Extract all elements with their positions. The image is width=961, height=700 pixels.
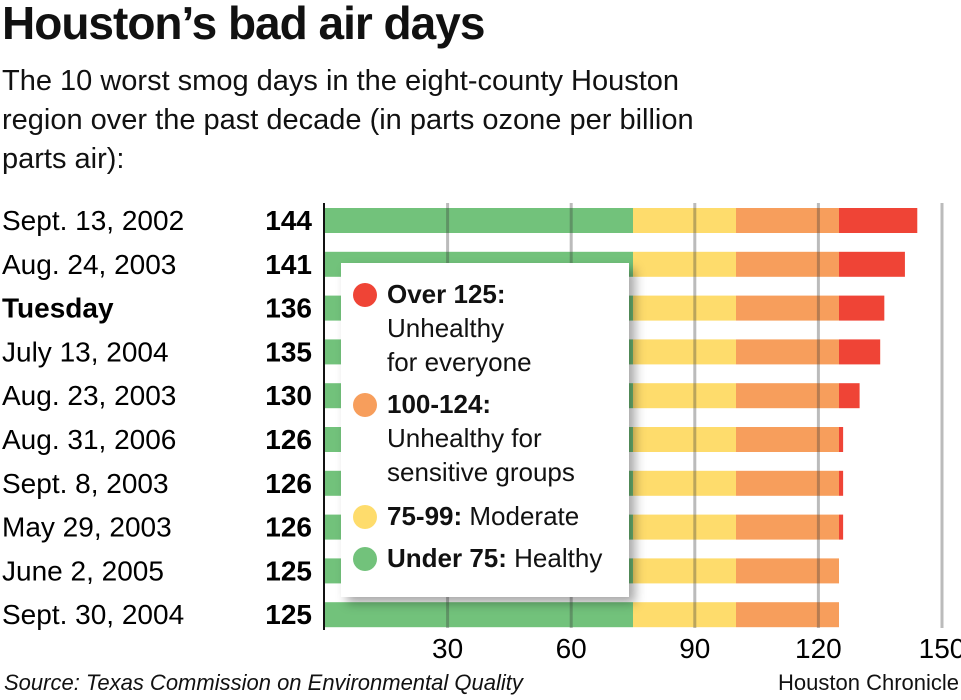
category-label: Sept. 8, 2003 [2, 468, 169, 499]
value-label: 136 [265, 293, 312, 324]
bar-segment [324, 602, 633, 628]
value-label: 126 [265, 512, 312, 543]
category-label: Aug. 24, 2003 [2, 249, 176, 280]
category-label: Aug. 31, 2006 [2, 424, 176, 455]
bar-segment [736, 295, 839, 321]
legend: Over 125: Unhealthy for everyone 100-124… [341, 263, 629, 597]
legend-item-75-99: 75-99: Moderate [353, 499, 579, 533]
bar-segment [633, 427, 736, 452]
bar-segment [736, 383, 839, 409]
category-label: June 2, 2005 [2, 555, 164, 586]
red-dot-icon [353, 283, 377, 307]
legend-item-over-125: Over 125: Unhealthy for everyone [353, 277, 532, 379]
bar-segment [839, 208, 918, 233]
bar-segment [633, 295, 736, 321]
bar-segment [839, 339, 881, 365]
bar-segment [736, 558, 839, 584]
bar-segment [633, 383, 736, 409]
x-tick-label: 120 [795, 633, 842, 664]
legend-text: for everyone [387, 347, 532, 377]
bar-segment [839, 514, 844, 540]
bar-segment [736, 514, 839, 540]
bar-segment [839, 251, 905, 277]
value-label: 125 [265, 599, 312, 630]
legend-label: 100-124: [387, 389, 492, 419]
legend-text: Healthy [514, 543, 603, 573]
bar-segment [324, 208, 633, 233]
legend-item-100-124: 100-124: Unhealthy for sensitive groups [353, 387, 575, 489]
value-label: 141 [265, 249, 312, 280]
value-label: 126 [265, 468, 312, 499]
value-label: 144 [265, 205, 312, 236]
legend-text: sensitive groups [387, 457, 575, 487]
value-label: 125 [265, 555, 312, 586]
x-tick-label: 30 [432, 633, 463, 664]
category-label: May 29, 2003 [2, 512, 172, 543]
x-tick-label: 60 [556, 633, 587, 664]
bar-segment [633, 470, 736, 496]
bar-segment [839, 383, 860, 409]
orange-dot-icon [353, 393, 377, 417]
source-note: Source: Texas Commission on Environmenta… [4, 670, 523, 695]
category-label: Sept. 13, 2002 [2, 205, 184, 236]
legend-label: Over 125: [387, 279, 506, 309]
category-label: Sept. 30, 2004 [2, 599, 184, 630]
bar-segment [633, 558, 736, 584]
green-dot-icon [353, 547, 377, 571]
bar-segment [736, 208, 839, 233]
bar-segment [736, 427, 839, 452]
bar-segment [736, 339, 839, 365]
yellow-dot-icon [353, 505, 377, 529]
value-label: 126 [265, 424, 312, 455]
legend-item-under-75: Under 75: Healthy [353, 541, 602, 575]
credit: Houston Chronicle [778, 670, 959, 695]
bar-segment [633, 514, 736, 540]
bar-segment [633, 208, 736, 233]
chart-subtitle: The 10 worst smog days in the eight-coun… [2, 65, 694, 175]
value-label: 135 [265, 336, 312, 367]
bar-segment [736, 602, 839, 628]
legend-label: Under 75: [387, 543, 507, 573]
bar-segment [736, 470, 839, 496]
x-tick-label: 150 [919, 633, 961, 664]
bar-segment [736, 251, 839, 277]
bar-segment [633, 339, 736, 365]
category-label: July 13, 2004 [2, 336, 169, 367]
bar-segment [633, 602, 736, 628]
bar-segment [839, 295, 885, 321]
bar-segment [839, 427, 844, 452]
legend-text: Moderate [469, 501, 580, 531]
value-label: 130 [265, 380, 312, 411]
legend-text: Unhealthy for [387, 423, 542, 453]
category-label: Tuesday [2, 293, 114, 324]
legend-label: 75-99: [387, 501, 463, 531]
chart-title: Houston’s bad air days [2, 0, 485, 49]
legend-text: Unhealthy [387, 313, 505, 343]
bar-segment [839, 470, 844, 496]
bar-segment [633, 251, 736, 277]
category-label: Aug. 23, 2003 [2, 380, 176, 411]
x-tick-label: 90 [679, 633, 710, 664]
